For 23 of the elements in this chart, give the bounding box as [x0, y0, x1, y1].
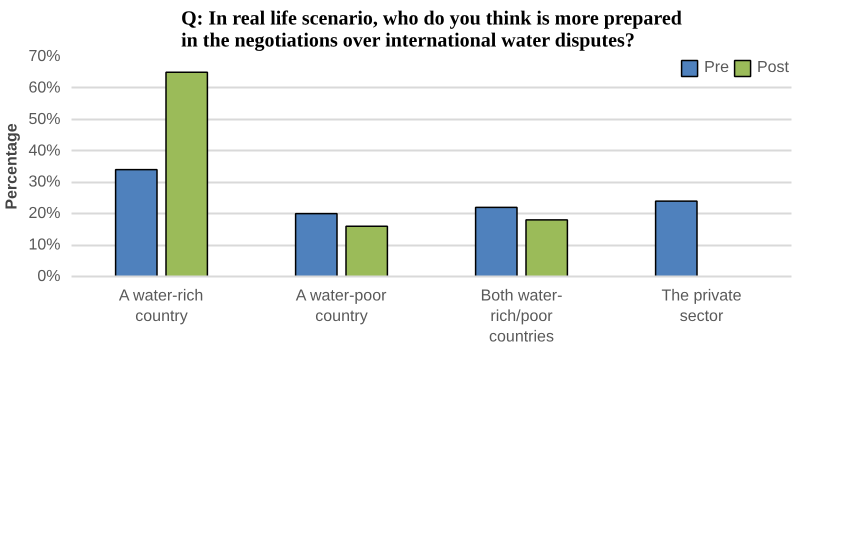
bar — [165, 71, 208, 276]
y-tick-label: 30% — [28, 174, 61, 191]
bar — [345, 225, 388, 276]
y-tick-label: 0% — [37, 268, 60, 285]
bar — [294, 212, 338, 276]
legend-label: Post — [756, 59, 789, 77]
y-axis-title: Percentage — [3, 123, 20, 210]
y-tick-label: 60% — [28, 79, 61, 96]
bar — [525, 219, 568, 276]
x-tick-label: A water-rich country — [118, 288, 204, 325]
y-tick-label: 70% — [28, 48, 61, 65]
y-tick-label: 50% — [28, 110, 61, 128]
x-tick-label: Both water- rich/poor countries — [480, 288, 562, 346]
chart-title: Q: In real life scenario, who do you think is more prepared in the negotiations over international water disputes? — [181, 8, 682, 52]
bar — [114, 168, 158, 276]
bar — [474, 206, 518, 276]
y-tick-label: 10% — [28, 236, 61, 254]
bar — [654, 200, 698, 276]
x-tick-label: The private sector — [661, 288, 742, 325]
legend-label: Pre — [704, 59, 729, 77]
x-tick-label: A water-poor country — [296, 288, 388, 325]
y-tick-label: 20% — [28, 205, 61, 222]
y-tick-label: 40% — [28, 142, 61, 160]
